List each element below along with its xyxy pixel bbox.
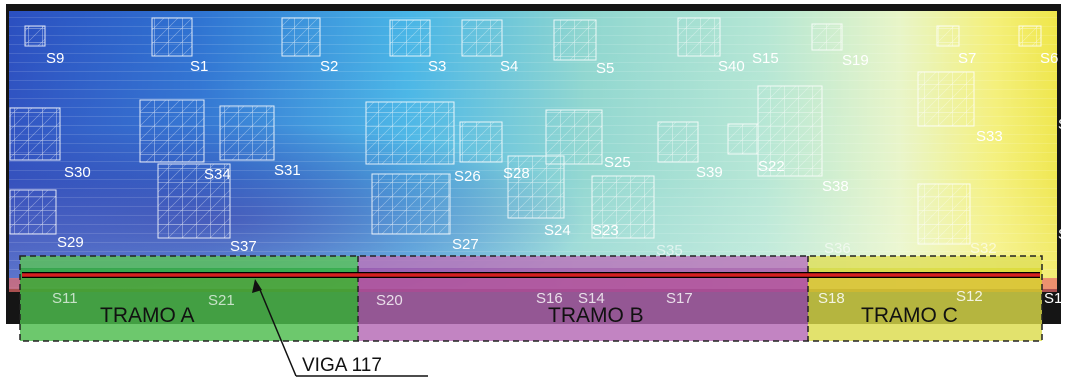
viga-callout-leader bbox=[257, 284, 297, 377]
sensor-label-s31: S31 bbox=[274, 162, 301, 179]
patch-s3 bbox=[389, 19, 431, 57]
sensor-label-s38: S38 bbox=[822, 178, 849, 195]
patch-s9 bbox=[24, 25, 46, 47]
sensor-label-s27: S27 bbox=[452, 236, 479, 253]
sensor-label-s30: S30 bbox=[64, 164, 91, 181]
sensor-label-s15: S15 bbox=[752, 50, 779, 67]
tramo-b-region bbox=[358, 256, 808, 341]
sensor-label-s35: S35 bbox=[656, 242, 683, 259]
sensor-label-s13: S13 bbox=[1044, 290, 1071, 307]
patch-s34-a bbox=[139, 99, 205, 163]
sensor-label-s40: S40 bbox=[718, 58, 745, 75]
sensor-label-s5: S5 bbox=[596, 60, 614, 77]
sensor-labels: S9 S1 S2 S3 S4 S5 S40 S15 S19 S7 S6 S8 S… bbox=[46, 50, 1085, 259]
sensor-label-s29: S29 bbox=[57, 234, 84, 251]
sensor-label-s17: S17 bbox=[666, 290, 693, 307]
tramo-a-region bbox=[20, 256, 358, 341]
sensor-label-s4: S4 bbox=[500, 58, 518, 75]
sensor-label-s2: S2 bbox=[320, 58, 338, 75]
sensor-label-s11: S11 bbox=[52, 290, 78, 307]
patch-s2 bbox=[281, 17, 321, 57]
sensor-label-s23: S23 bbox=[592, 222, 619, 239]
patch-s23 bbox=[591, 175, 655, 239]
sensor-label-s33: S33 bbox=[976, 128, 1003, 145]
sensor-label-s36: S36 bbox=[824, 240, 851, 257]
patch-s30 bbox=[9, 107, 61, 161]
sensor-label-s20: S20 bbox=[376, 292, 403, 309]
patch-s26-a bbox=[365, 101, 455, 165]
tramo-c-region bbox=[808, 256, 1042, 341]
sensor-label-s24: S24 bbox=[544, 222, 571, 239]
patch-s7 bbox=[936, 25, 960, 47]
patch-s40 bbox=[677, 17, 721, 57]
sensor-label-s32: S32 bbox=[970, 240, 997, 257]
patch-s32 bbox=[917, 183, 971, 245]
patch-s39-b bbox=[727, 123, 759, 155]
sensor-label-s3: S3 bbox=[428, 58, 446, 75]
patch-s33 bbox=[917, 71, 975, 127]
tramo-outlines bbox=[19, 255, 1043, 342]
tramo-lower-band bbox=[20, 292, 1042, 341]
sensor-patches bbox=[9, 17, 1042, 245]
patch-s19 bbox=[811, 23, 843, 51]
patch-s34-b bbox=[157, 163, 231, 239]
sensor-label-s22: S22 bbox=[758, 158, 785, 175]
sensor-label-s26: S26 bbox=[454, 168, 481, 185]
sensor-label-s28: S28 bbox=[503, 165, 530, 182]
patch-s24 bbox=[507, 155, 565, 219]
patch-s22 bbox=[757, 85, 823, 177]
sensor-label-s18: S18 bbox=[818, 290, 845, 307]
sensor-label-s14: S14 bbox=[578, 290, 605, 307]
sensor-label-s12: S12 bbox=[956, 288, 983, 305]
sensor-label-s16: S16 bbox=[536, 290, 563, 307]
tramo-c-label: TRAMO C bbox=[861, 304, 958, 327]
patch-s29 bbox=[9, 189, 57, 235]
patch-s25 bbox=[545, 109, 603, 165]
patch-s26-b bbox=[371, 173, 451, 235]
tramo-top-band bbox=[20, 256, 1042, 268]
patch-s4 bbox=[461, 19, 503, 57]
sensor-label-s25: S25 bbox=[604, 154, 631, 171]
sensor-label-s39: S39 bbox=[696, 164, 723, 181]
sensor-label-s6: S6 bbox=[1040, 50, 1058, 67]
viga-callout: VIGA 117 bbox=[252, 279, 428, 377]
patch-s1 bbox=[151, 17, 193, 57]
tramo-b-label: TRAMO B bbox=[548, 304, 644, 327]
patch-s28 bbox=[459, 121, 503, 163]
tramo-a-label: TRAMO A bbox=[100, 304, 195, 327]
viga-callout-arrowhead bbox=[252, 279, 262, 293]
sensor-label-s19: S19 bbox=[842, 52, 869, 69]
patch-s6 bbox=[1018, 25, 1042, 47]
patch-s5 bbox=[553, 19, 597, 61]
sensor-label-s34: S34 bbox=[204, 166, 231, 183]
patch-s31 bbox=[219, 105, 275, 161]
sensor-label-s8: S8 bbox=[1058, 116, 1076, 133]
sensor-label-s37: S37 bbox=[230, 238, 257, 255]
sensor-label-s7: S7 bbox=[958, 50, 976, 67]
sensor-label-s10: S10 bbox=[1058, 226, 1085, 243]
viga-label: VIGA 117 bbox=[302, 355, 382, 376]
patch-s39 bbox=[657, 121, 699, 163]
sensor-label-s1: S1 bbox=[190, 58, 208, 75]
sensor-label-s21: S21 bbox=[208, 292, 235, 309]
sensor-label-s9: S9 bbox=[46, 50, 64, 67]
